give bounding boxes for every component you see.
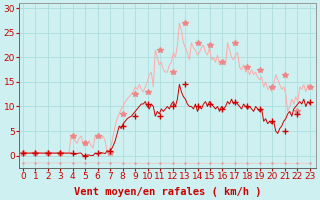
X-axis label: Vent moyen/en rafales ( km/h ): Vent moyen/en rafales ( km/h ) xyxy=(74,187,261,197)
